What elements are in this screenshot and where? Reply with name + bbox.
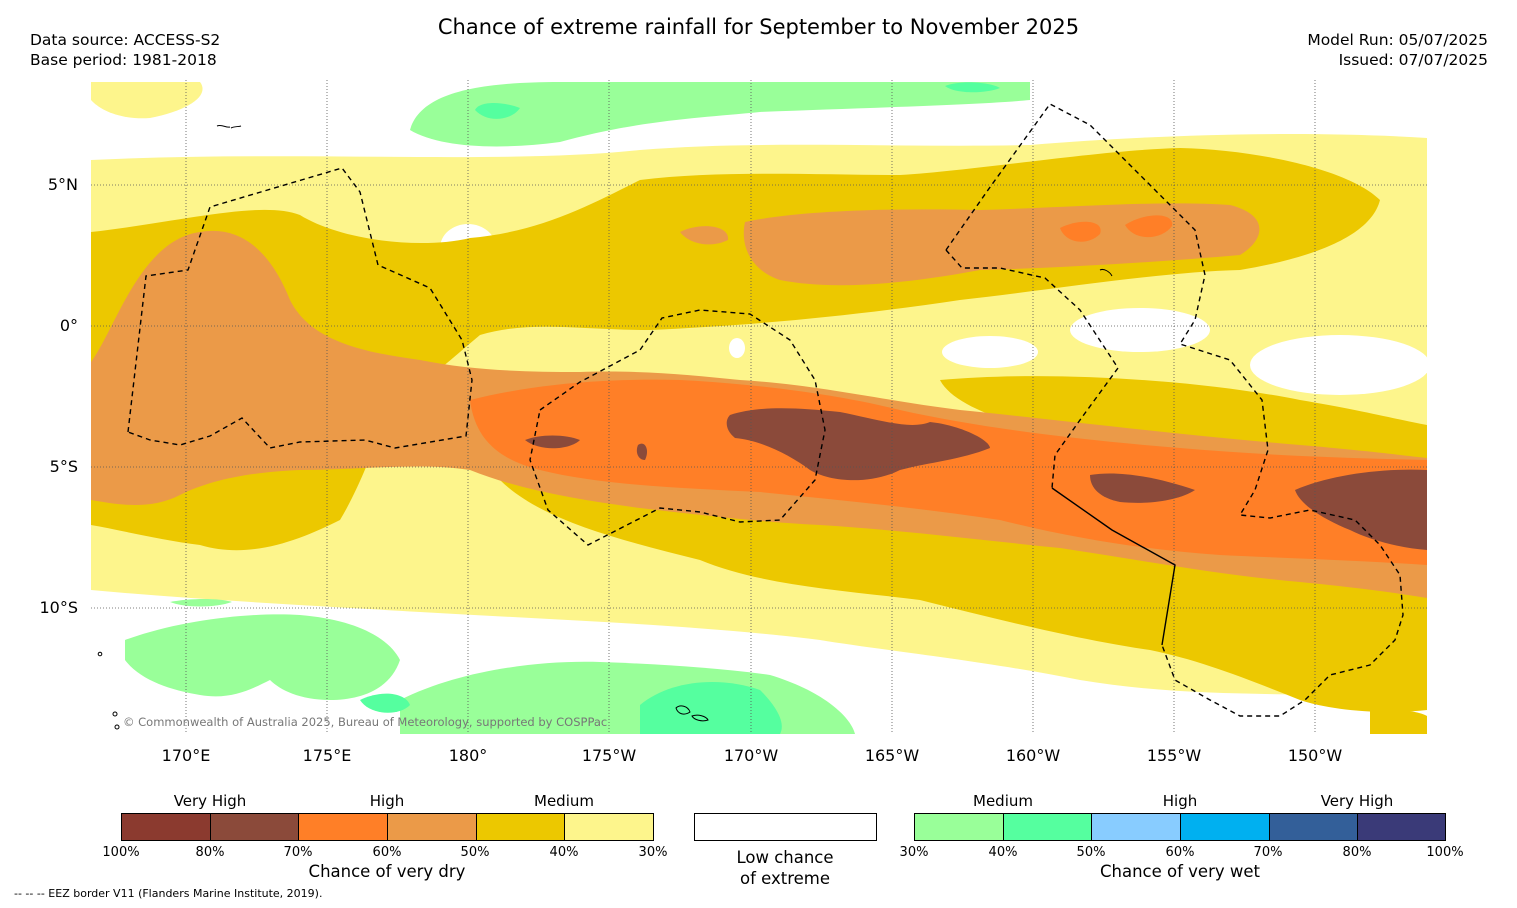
dry-swatch-1 <box>122 814 211 840</box>
lat-label-5s: 5°S <box>49 457 78 476</box>
dry-region-medium-corner <box>1370 709 1427 734</box>
neutral-pocket <box>1070 308 1210 352</box>
dry-region-very-high-4 <box>1090 473 1195 503</box>
dry-tick: 60% <box>372 845 402 860</box>
dry-swatch-5 <box>476 814 566 840</box>
wet-level-medium: Medium <box>973 792 1033 810</box>
base-period-text: Base period: 1981-2018 <box>30 51 217 69</box>
dry-region-very-high <box>726 408 990 481</box>
dry-level-high: High <box>369 792 405 810</box>
dry-tick: 100% <box>102 845 140 860</box>
dry-swatch-2 <box>210 814 300 840</box>
data-source-text: Data source: ACCESS-S2 <box>30 31 221 49</box>
dry-tick: 70% <box>283 845 313 860</box>
wet-region-south-strong-2 <box>360 693 410 713</box>
dry-swatch-4 <box>388 814 477 840</box>
dry-region-high-north <box>1060 221 1101 242</box>
dry-legend-title: Chance of very dry <box>308 862 466 881</box>
eez-solid-boundary <box>1051 487 1176 646</box>
lon-label-150w: 150°W <box>1287 746 1343 765</box>
lon-label-160w: 160°W <box>1005 746 1061 765</box>
wet-region-south-strong <box>640 682 782 734</box>
wet-tick: 50% <box>1076 845 1106 860</box>
lon-label-165w: 165°W <box>864 746 920 765</box>
islands <box>97 124 1113 730</box>
wet-tick: 100% <box>1426 845 1464 860</box>
wet-region-north-strong-2 <box>945 82 1000 93</box>
lon-label-175e: 175°E <box>302 746 352 765</box>
dry-region-very-high-2 <box>525 435 580 449</box>
wet-swatch-1 <box>915 814 1004 840</box>
wet-region-north <box>410 82 1030 147</box>
eez-border-note: -- -- -- EEZ border V11 (Flanders Marine… <box>14 887 323 900</box>
lon-label-180: 180° <box>448 746 488 765</box>
issued-text: Issued: 07/07/2025 <box>1338 51 1488 69</box>
wet-level-very-high: Very High <box>1320 792 1394 810</box>
wet-region-south <box>125 614 400 700</box>
model-run-text: Model Run: 05/07/2025 <box>1307 31 1488 49</box>
dry-region-high-north-2 <box>1125 215 1173 238</box>
wet-swatch-5 <box>1269 814 1359 840</box>
dry-tick: 80% <box>195 845 225 860</box>
lat-label-10s: 10°S <box>39 598 78 617</box>
wet-region-north-strong <box>475 103 520 119</box>
dry-region-very-high-5 <box>1295 469 1427 550</box>
wet-swatch-4 <box>1181 814 1270 840</box>
wet-tick: 80% <box>1342 845 1372 860</box>
wet-colorbar <box>914 813 1446 841</box>
neutral-pocket <box>729 338 745 358</box>
wet-tick: 70% <box>1253 845 1283 860</box>
rainfall-layers <box>91 80 1427 734</box>
wet-swatch-2 <box>1003 814 1093 840</box>
lat-label-0: 0° <box>59 316 78 335</box>
lon-label-175w: 175°W <box>581 746 637 765</box>
rainfall-map <box>91 80 1427 734</box>
lon-label-170e: 170°E <box>161 746 211 765</box>
wet-tick: 40% <box>988 845 1018 860</box>
dry-colorbar <box>121 813 654 841</box>
dry-level-very-high: Very High <box>173 792 247 810</box>
dry-swatch-6 <box>565 814 654 840</box>
dry-region-light-top <box>91 82 203 119</box>
wet-legend-title: Chance of very wet <box>1100 862 1260 881</box>
map-title: Chance of extreme rainfall for September… <box>437 15 1080 39</box>
neutral-pocket <box>1250 335 1427 395</box>
wet-level-high: High <box>1162 792 1198 810</box>
dry-region-very-high-3 <box>636 443 648 460</box>
map-gridlines <box>91 80 1427 734</box>
dry-tick: 50% <box>460 845 490 860</box>
neutral-legend-title-line2: of extreme <box>739 869 831 888</box>
wet-swatch-6 <box>1358 814 1446 840</box>
lon-label-155w: 155°W <box>1146 746 1202 765</box>
dry-tick: 30% <box>638 845 668 860</box>
dry-region-high <box>470 379 1427 565</box>
copyright-notice: © Commonwealth of Australia 2025, Bureau… <box>123 715 608 729</box>
wet-region-south-3 <box>170 599 232 607</box>
dry-tick: 40% <box>549 845 579 860</box>
wet-tick: 30% <box>899 845 929 860</box>
lat-label-5n: 5°N <box>47 175 78 194</box>
wet-tick: 60% <box>1165 845 1195 860</box>
neutral-colorbar <box>694 813 877 841</box>
wet-swatch-3 <box>1092 814 1182 840</box>
eez-borders <box>127 103 1404 717</box>
dry-level-medium: Medium <box>534 792 594 810</box>
dry-region-high-light-north-2 <box>680 226 729 245</box>
dry-swatch-3 <box>299 814 389 840</box>
lon-label-170w: 170°W <box>723 746 779 765</box>
neutral-swatch <box>695 814 876 840</box>
neutral-pocket <box>942 336 1038 368</box>
data-source-info: Data source: ACCESS-S2 Base period: 1981… <box>30 30 220 70</box>
neutral-legend-title-line1: Low chance <box>736 848 834 867</box>
model-run-info: Model Run: 05/07/2025 Issued: 07/07/2025 <box>1307 30 1488 70</box>
